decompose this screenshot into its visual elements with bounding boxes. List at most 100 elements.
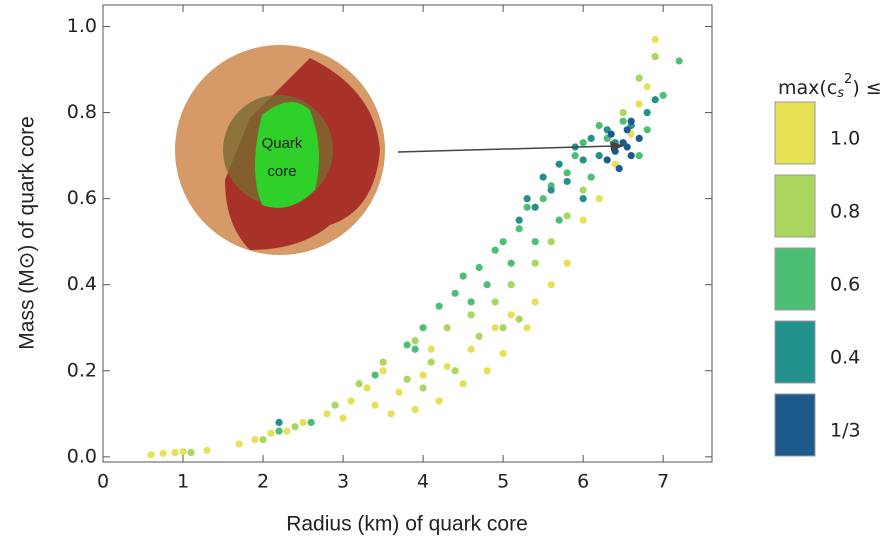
- legend-label: 0.8: [830, 201, 860, 223]
- point: [379, 358, 387, 366]
- point: [179, 448, 187, 456]
- point: [563, 177, 571, 186]
- point: [643, 126, 651, 134]
- point: [419, 371, 427, 379]
- legend-swatch: [774, 247, 816, 311]
- point: [339, 414, 347, 422]
- point: [595, 152, 603, 160]
- point: [379, 367, 387, 375]
- point: [563, 212, 571, 220]
- point: [515, 216, 523, 224]
- point: [467, 311, 475, 319]
- point: [531, 259, 539, 267]
- point: [627, 117, 635, 125]
- point: [475, 263, 483, 272]
- legend-title-sub: s: [837, 86, 844, 101]
- point: [411, 337, 419, 345]
- point: [579, 195, 587, 203]
- point: [171, 448, 179, 457]
- x-tick-label: 0: [97, 471, 109, 493]
- legend-swatch: [774, 393, 816, 457]
- point: [547, 238, 555, 246]
- point: [187, 448, 195, 457]
- arrow-head: [610, 141, 624, 151]
- point: [619, 117, 627, 125]
- y-tick-label: 1.0: [67, 15, 97, 37]
- point: [419, 384, 427, 392]
- point: [323, 410, 331, 418]
- x-tick-label: 3: [337, 471, 349, 493]
- point: [623, 143, 631, 151]
- point: [563, 169, 571, 177]
- point: [579, 156, 587, 164]
- y-tick-label: 0.8: [67, 101, 97, 123]
- legend-label: 1.0: [830, 128, 860, 150]
- point: [523, 203, 531, 211]
- point: [451, 367, 459, 375]
- point: [539, 195, 547, 203]
- point: [619, 108, 627, 117]
- arrow: [397, 145, 615, 153]
- point: [659, 91, 667, 99]
- point: [467, 345, 475, 353]
- point: [387, 410, 395, 418]
- x-tick-label: 6: [577, 471, 589, 493]
- annotation: Quark: [262, 135, 303, 152]
- y-axis-label: Mass (M⊙) of quark core: [16, 116, 39, 349]
- point: [523, 195, 531, 203]
- point: [515, 225, 523, 233]
- point: [283, 427, 291, 435]
- point: [499, 238, 507, 246]
- point: [435, 397, 443, 405]
- point: [159, 449, 167, 457]
- point: [203, 446, 211, 454]
- point: [651, 53, 659, 61]
- point: [467, 298, 475, 306]
- point: [435, 302, 443, 310]
- point: [643, 108, 651, 117]
- point: [459, 380, 467, 388]
- annotation: core: [267, 163, 296, 180]
- point: [579, 139, 587, 147]
- x-tick-label: 7: [657, 471, 669, 493]
- point: [483, 281, 491, 289]
- plot-frame: [102, 4, 713, 463]
- point: [307, 418, 315, 427]
- point: [235, 440, 243, 448]
- point: [675, 57, 683, 65]
- point: [499, 324, 507, 332]
- point: [347, 397, 355, 405]
- point: [571, 152, 579, 160]
- point: [595, 195, 603, 203]
- point: [411, 345, 419, 353]
- point: [579, 216, 587, 224]
- legend-swatch: [774, 320, 816, 384]
- legend-title-part: ) ≤: [852, 77, 881, 99]
- point: [355, 380, 363, 388]
- point: [515, 315, 523, 323]
- x-tick-label: 1: [177, 471, 189, 493]
- point: [411, 405, 419, 414]
- point: [395, 388, 403, 396]
- y-tick-label: 0.2: [67, 359, 97, 381]
- y-tick-label: 0.0: [67, 445, 97, 467]
- point: [459, 272, 467, 280]
- quark-core: [255, 102, 319, 208]
- point: [531, 203, 539, 211]
- x-tick-label: 5: [497, 471, 509, 493]
- x-tick-label: 4: [417, 471, 429, 493]
- point: [635, 100, 643, 108]
- point: [643, 83, 651, 91]
- point: [507, 259, 515, 267]
- point: [603, 156, 611, 164]
- point: [615, 164, 623, 173]
- point: [523, 324, 531, 332]
- point: [587, 173, 595, 181]
- point: [475, 332, 483, 340]
- point: [147, 451, 155, 459]
- point: [451, 289, 459, 297]
- x-axis-label: Radius (km) of quark core: [286, 513, 528, 536]
- point: [555, 216, 563, 224]
- x-tick-label: 2: [257, 471, 269, 493]
